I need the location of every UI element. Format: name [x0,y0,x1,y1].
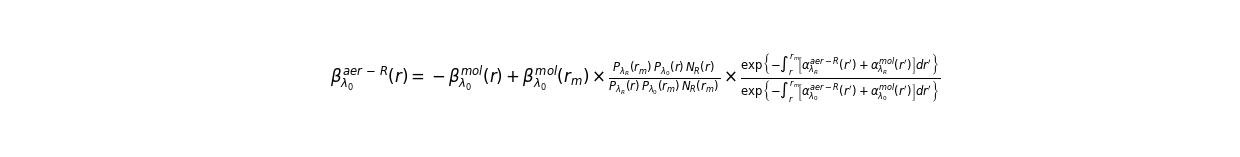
Text: $\beta_{\lambda_0}^{aer\/-\/R}(r) = -\beta_{\lambda_0}^{mol}(r) + \beta_{\lambda: $\beta_{\lambda_0}^{aer\/-\/R}(r) = -\be… [330,53,941,105]
